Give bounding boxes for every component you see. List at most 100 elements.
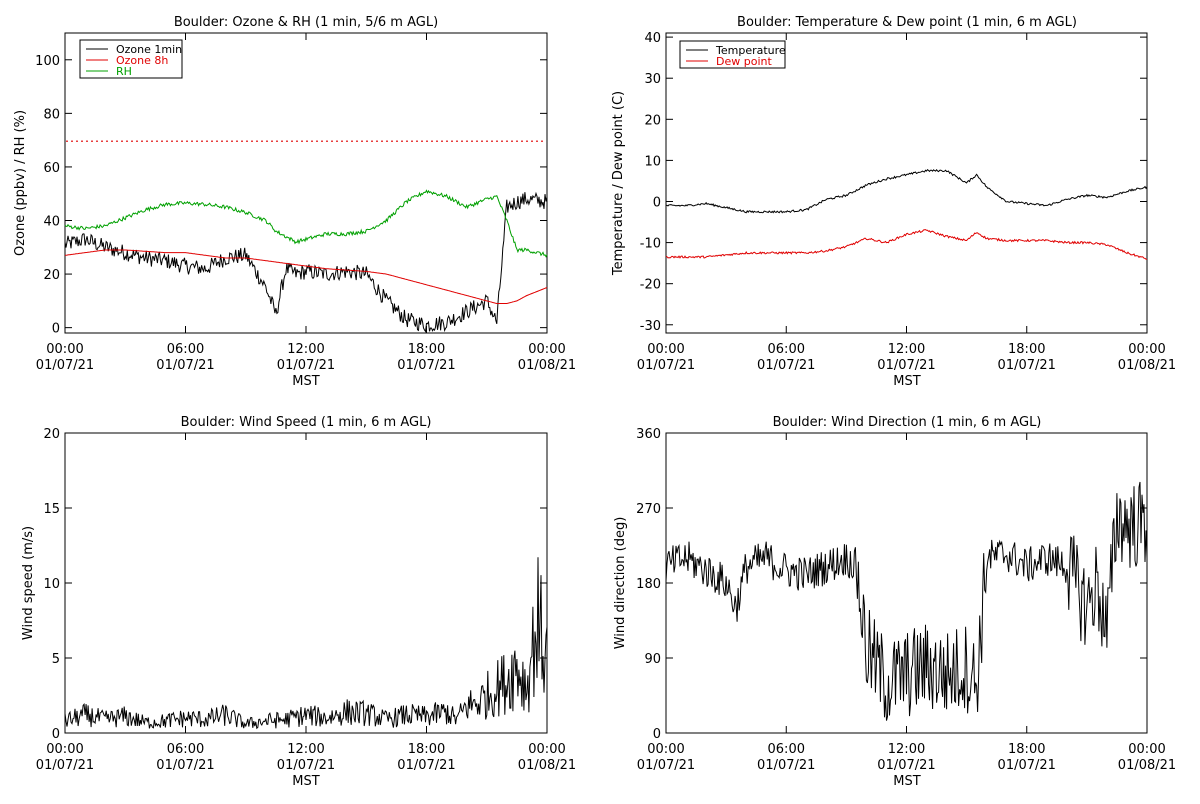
y-tick-label: 180 [636,577,661,592]
series-line-rh [64,189,548,258]
x-tick-date-label: 01/07/21 [156,758,214,773]
y-tick-label: 100 [35,54,60,69]
series-line-temperature [665,169,1148,214]
panel-wind-direction: Boulder: Wind Direction (1 min, 6 m AGL)… [613,415,1176,789]
y-tick-label: 20 [644,113,661,128]
x-ticks: 00:0001/07/2106:0001/07/2112:0001/07/211… [36,433,576,773]
legend-label-ozone-1min: Ozone 1min [116,43,182,56]
y-tick-label: -20 [640,278,661,293]
y-tick-label: 15 [43,502,60,517]
x-tick-time-label: 12:00 [287,342,324,357]
plot-frame [665,32,1148,334]
y-tick-label: -10 [640,237,661,252]
panel-ozone: Boulder: Ozone & RH (1 min, 5/6 m AGL) 0… [13,15,576,389]
x-tick-date-label: 01/07/21 [36,358,94,373]
x-tick-time-label: 06:00 [167,342,204,357]
x-tick-time-label: 18:00 [1008,342,1045,357]
x-tick-date-label: 01/08/21 [1118,758,1176,773]
legend: Temperature Dew point [679,40,786,69]
x-tick-time-label: 00:00 [647,342,684,357]
series-line-wind-direction [665,481,1148,721]
x-tick-time-label: 18:00 [408,342,445,357]
x-tick-date-label: 01/07/21 [637,358,695,373]
x-axis-label: MST [893,774,920,789]
series-group [64,189,548,333]
x-tick-date-label: 01/07/21 [757,758,815,773]
y-tick-label: 20 [43,427,60,442]
x-tick-date-label: 01/07/21 [36,758,94,773]
x-ticks: 00:0001/07/2106:0001/07/2112:0001/07/211… [637,433,1176,773]
y-tick-label: 270 [636,502,661,517]
y-tick-label: 360 [636,427,661,442]
x-tick-time-label: 06:00 [167,742,204,757]
x-tick-date-label: 01/07/21 [277,758,335,773]
y-axis-label: Wind direction (deg) [613,517,628,650]
x-tick-time-label: 00:00 [1128,342,1165,357]
legend-label-temperature: Temperature [715,44,786,57]
y-tick-label: 60 [43,161,60,176]
x-tick-time-label: 00:00 [528,342,565,357]
series-group [64,557,548,730]
series-line-ozone-1min [64,191,548,333]
chart-title: Boulder: Wind Direction (1 min, 6 m AGL) [773,415,1042,430]
x-ticks: 00:0001/07/2106:0001/07/2112:0001/07/211… [36,33,576,373]
chart-title: Boulder: Wind Speed (1 min, 6 m AGL) [181,415,432,430]
chart-title: Boulder: Temperature & Dew point (1 min,… [737,15,1077,30]
x-tick-date-label: 01/07/21 [156,358,214,373]
y-tick-label: -30 [640,319,661,334]
x-tick-date-label: 01/07/21 [877,758,935,773]
y-tick-label: 0 [653,195,661,210]
y-tick-label: 40 [43,215,60,230]
x-tick-time-label: 12:00 [888,342,925,357]
x-tick-time-label: 00:00 [46,342,83,357]
x-tick-date-label: 01/07/21 [637,758,695,773]
y-tick-label: 10 [644,154,661,169]
plot-frame [64,432,548,734]
legend-box [79,39,183,79]
x-tick-time-label: 00:00 [528,742,565,757]
y-axis-label: Wind speed (m/s) [21,526,36,640]
series-line-dew-point [665,229,1148,260]
x-axis-label: MST [292,374,319,389]
x-tick-date-label: 01/07/21 [757,358,815,373]
y-tick-label: 0 [52,727,60,742]
legend-label-ozone-8h: Ozone 8h [116,54,168,67]
y-axis-label: Temperature / Dew point (C) [611,91,626,276]
x-tick-date-label: 01/07/21 [397,358,455,373]
x-tick-time-label: 18:00 [408,742,445,757]
x-tick-date-label: 01/07/21 [277,358,335,373]
x-tick-date-label: 01/07/21 [397,758,455,773]
legend-label-rh: RH [116,65,132,78]
x-tick-time-label: 06:00 [768,742,805,757]
y-tick-label: 80 [43,107,60,122]
y-ticks: -30 -20 -10 0 10 20 30 40 [640,31,1147,334]
x-tick-time-label: 00:00 [647,742,684,757]
chart-title: Boulder: Ozone & RH (1 min, 5/6 m AGL) [174,15,438,30]
panel-temperature: Boulder: Temperature & Dew point (1 min,… [611,15,1176,389]
x-tick-time-label: 06:00 [768,342,805,357]
legend-label-dew-point: Dew point [716,55,772,68]
x-tick-date-label: 01/07/21 [998,758,1056,773]
x-tick-time-label: 12:00 [287,742,324,757]
x-tick-time-label: 18:00 [1008,742,1045,757]
x-tick-date-label: 01/08/21 [1118,358,1176,373]
y-tick-label: 90 [644,652,661,667]
y-tick-label: 20 [43,268,60,283]
panel-wind-speed: Boulder: Wind Speed (1 min, 6 m AGL) 0 5 1… [21,415,576,789]
y-tick-label: 30 [644,72,661,87]
series-line-wind-speed [64,557,548,730]
series-line-ozone-8h [64,249,548,304]
x-tick-time-label: 00:00 [1128,742,1165,757]
legend: Ozone 1min Ozone 8h RH [79,39,183,79]
y-ticks: 0 20 40 60 80 100 [35,54,547,337]
x-tick-time-label: 12:00 [888,742,925,757]
y-tick-label: 5 [52,652,60,667]
y-axis-label: Ozone (ppbv) / RH (%) [13,110,28,256]
y-tick-label: 0 [653,727,661,742]
y-tick-label: 40 [644,31,661,46]
x-tick-date-label: 01/07/21 [877,358,935,373]
legend-box [679,40,786,69]
series-group [665,169,1148,260]
x-tick-date-label: 01/08/21 [518,758,576,773]
